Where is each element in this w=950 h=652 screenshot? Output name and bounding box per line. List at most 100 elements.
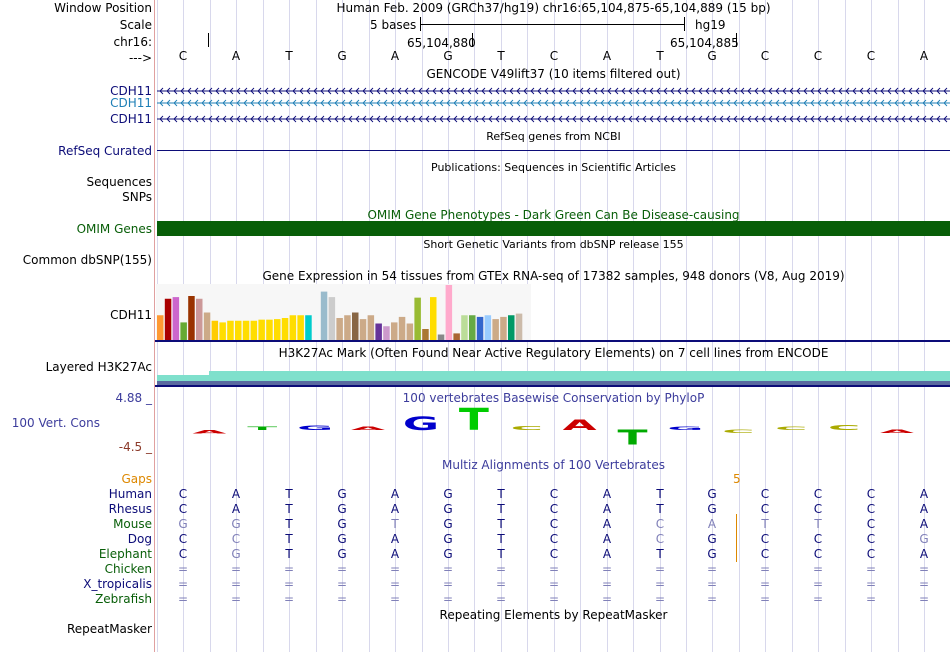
alignment-base: C (178, 547, 188, 561)
omim-gene-bar[interactable] (157, 221, 950, 236)
species-label[interactable]: Elephant (98, 547, 152, 561)
gtex-gene-label[interactable]: CDH11 (110, 308, 152, 322)
strand-chevron (754, 115, 759, 123)
alignment-base: = (918, 577, 930, 591)
base-letter: T (497, 49, 505, 63)
strand-chevron (586, 115, 591, 123)
species-label[interactable]: Mouse (113, 517, 152, 531)
strand-chevron (740, 99, 745, 107)
species-label[interactable]: X_tropicalis (83, 577, 152, 591)
strand-chevron (271, 115, 276, 123)
strand-chevron (411, 99, 416, 107)
species-label[interactable]: Human (108, 487, 152, 501)
alignment-base: C (760, 532, 770, 546)
species-label[interactable]: Zebrafish (95, 592, 152, 606)
alignment-base: = (654, 592, 666, 606)
snps-label[interactable]: SNPs (122, 190, 152, 204)
ruler-tick-left (208, 33, 209, 47)
strand-chevron (173, 99, 178, 107)
guide-line (845, 0, 846, 652)
strand-chevron (334, 115, 339, 123)
strand-chevron (593, 115, 598, 123)
strand-chevron (852, 115, 857, 123)
strand-chevron (355, 99, 360, 107)
phylop-letter: T (459, 402, 489, 437)
strand-chevron (264, 115, 269, 123)
sequences-label[interactable]: Sequences (86, 175, 152, 189)
strand-chevron (565, 115, 570, 123)
strand-chevron (600, 87, 605, 95)
alignment-base: C (866, 532, 876, 546)
gaps-label[interactable]: Gaps (121, 472, 152, 486)
h3k27ac-label[interactable]: Layered H3K27Ac (45, 360, 152, 374)
alignment-base: T (391, 517, 399, 531)
gap-count: 5 (733, 472, 741, 486)
species-label[interactable]: Rhesus (108, 502, 152, 516)
alignment-base: G (443, 547, 453, 561)
phylop-letter: A (880, 429, 915, 434)
alignment-base: = (759, 577, 771, 591)
species-label[interactable]: Chicken (104, 562, 152, 576)
strand-chevron (719, 99, 724, 107)
gencode-item-1[interactable]: CDH11 (110, 84, 152, 98)
strand-chevron (397, 87, 402, 95)
dbsnp-label[interactable]: Common dbSNP(155) (22, 253, 152, 267)
strand-chevron (663, 87, 668, 95)
alignment-base: = (865, 577, 877, 591)
alignment-base: C (549, 532, 559, 546)
gtex-tissue-bar (297, 315, 304, 340)
strand-chevron (537, 99, 542, 107)
gtex-track-divider (155, 340, 950, 342)
gencode-transcripts[interactable] (157, 84, 950, 126)
gencode-item-2[interactable]: CDH11 (110, 96, 152, 110)
refseq-label[interactable]: RefSeq Curated (58, 144, 152, 158)
alignment-base: = (230, 562, 242, 576)
strand-chevron (446, 99, 451, 107)
strand-chevron (208, 115, 213, 123)
alignment-base: G (443, 532, 453, 546)
strand-chevron (208, 99, 213, 107)
omim-label[interactable]: OMIM Genes (76, 222, 152, 236)
guide-line (686, 0, 687, 652)
phylop-label[interactable]: 100 Vert. Cons (11, 416, 100, 430)
coord-1: 65,104,880 (407, 36, 476, 50)
strand-chevron (348, 99, 353, 107)
scale-label: Scale (119, 18, 152, 32)
strand-chevron (929, 115, 934, 123)
guide-line (818, 0, 819, 652)
gtex-tissue-bar (211, 320, 219, 340)
gtex-tissue-bar (235, 320, 242, 340)
strand-chevron (887, 99, 892, 107)
gencode-item-3[interactable]: CDH11 (110, 112, 152, 126)
gtex-chart-background (156, 284, 531, 340)
alignment-base: A (390, 547, 400, 561)
strand-chevron (362, 99, 367, 107)
strand-chevron (299, 99, 304, 107)
alignment-base: T (285, 547, 293, 561)
phylop-logo[interactable]: AT G A G T C AT GCC C A (157, 402, 950, 453)
h3k27ac-track-divider (155, 385, 950, 387)
repeatmasker-label[interactable]: RepeatMasker (66, 622, 152, 636)
strand-chevron (579, 115, 584, 123)
gtex-tissue-bar (188, 296, 195, 340)
guide-line (792, 0, 793, 652)
alignment-base: = (759, 592, 771, 606)
alignment-base: C (549, 487, 559, 501)
refseq-transcript-line[interactable] (157, 150, 950, 151)
strand-chevron (607, 99, 612, 107)
strand-chevron (831, 115, 836, 123)
gtex-bar-chart[interactable] (156, 284, 536, 340)
strand-chevron (803, 87, 808, 95)
strand-chevron (460, 99, 465, 107)
species-label[interactable]: Dog (127, 532, 152, 546)
phylop-letter: T (247, 426, 278, 431)
strand-chevron (481, 99, 486, 107)
base-letter: T (656, 49, 664, 63)
gap-indicator-line (736, 514, 737, 562)
strand-chevron (425, 115, 430, 123)
scale-bar-left-tick (420, 17, 421, 31)
alignment-base: C (813, 487, 823, 501)
alignment-base: C (549, 547, 559, 561)
alignment-base: = (336, 577, 348, 591)
strand-chevron (719, 115, 724, 123)
